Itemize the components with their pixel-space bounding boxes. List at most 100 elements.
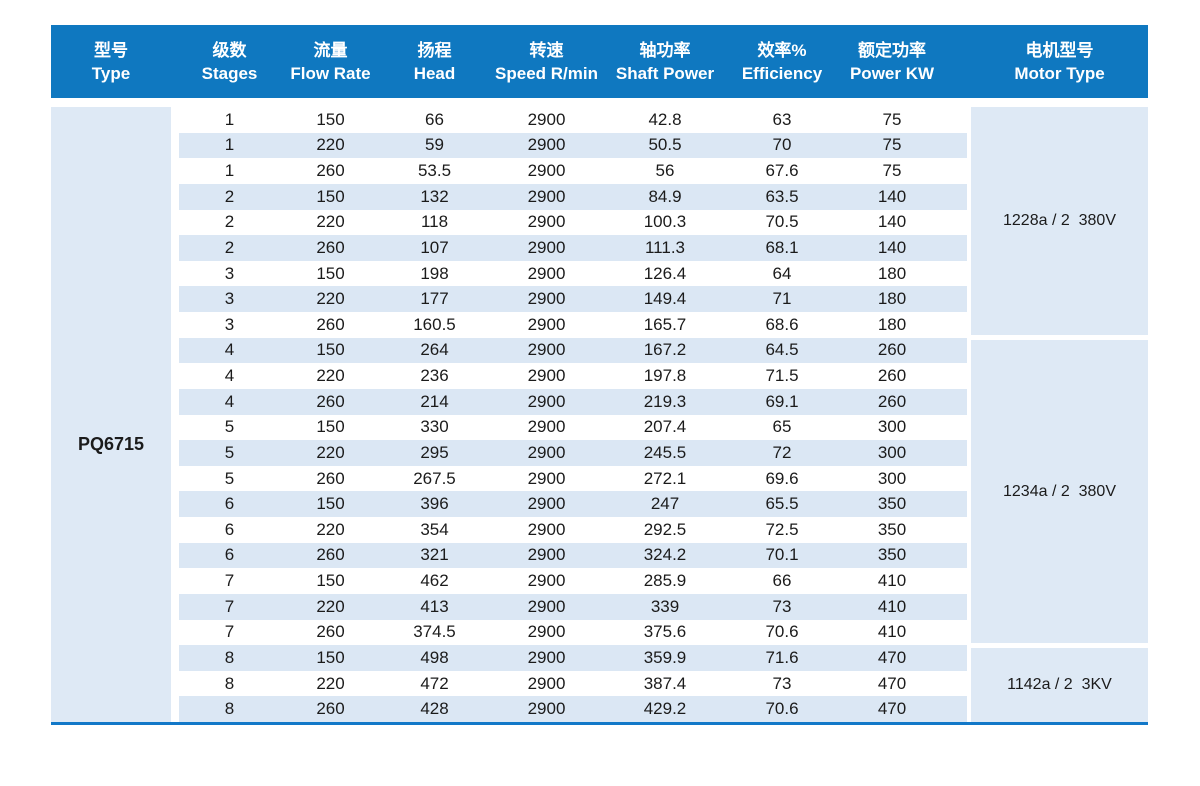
cell-shaft-power: 126.4 [643,263,687,283]
cell-speed: 2900 [527,186,566,206]
header-head: 扬程 Head [381,25,488,98]
cell-head: 118 [420,212,449,232]
header-power-kw-zh: 额定功率 [858,40,926,60]
cell-efficiency: 69.1 [765,391,799,411]
cell-power-kw: 300 [877,468,907,488]
cell-speed: 2900 [527,212,566,232]
header-flow-rate: 流量 Flow Rate [280,25,381,98]
cell-flow-rate: 260 [316,391,345,411]
cell-flow-rate: 220 [316,289,345,309]
cell-efficiency: 70 [772,135,792,155]
cell-stages: 8 [224,699,235,719]
cell-head: 462 [420,571,449,591]
header-speed: 转速 Speed R/min [488,25,605,98]
cell-efficiency: 64.5 [765,340,799,360]
cell-head: 107 [420,237,449,257]
cell-power-kw: 140 [877,212,907,232]
cell-flow-rate: 220 [316,135,345,155]
cell-speed: 2900 [527,519,566,539]
cell-power-kw: 300 [877,442,907,462]
table-row: 7 220 413 2900 339 73 410 [179,593,967,620]
cell-flow-rate: 150 [316,186,345,206]
cell-power-kw: 260 [877,340,907,360]
cell-flow-rate: 150 [316,494,345,514]
table-row: 1 220 59 2900 50.5 70 75 [179,132,967,159]
cell-shaft-power: 167.2 [643,340,687,360]
cell-flow-rate: 220 [316,442,345,462]
header-shaft-power: 轴功率 Shaft Power [605,25,725,98]
table-row: 6 260 321 2900 324.2 70.1 350 [179,542,967,569]
cell-speed: 2900 [527,699,566,719]
cell-head: 66 [425,109,444,129]
cell-stages: 4 [224,391,235,411]
cell-speed: 2900 [527,647,566,667]
cell-flow-rate: 260 [316,545,345,565]
cell-flow-rate: 220 [316,519,345,539]
cell-head: 396 [420,494,449,514]
cell-shaft-power: 207.4 [643,417,687,437]
cell-efficiency: 71.5 [765,366,799,386]
cell-speed: 2900 [527,237,566,257]
cell-stages: 1 [224,109,235,129]
cell-power-kw: 470 [877,673,907,693]
motor-group-cell: 1228a / 2 380V [971,107,1148,335]
header-power-kw: 额定功率 Power KW [839,25,967,98]
header-head-en: Head [413,63,456,83]
table-row: 2 150 132 2900 84.9 63.5 140 [179,183,967,210]
cell-shaft-power: 149.4 [643,289,687,309]
cell-shaft-power: 50.5 [648,135,682,155]
table-row: 8 220 472 2900 387.4 73 470 [179,671,967,697]
cell-head: 53.5 [417,161,452,181]
cell-head: 267.5 [413,468,456,488]
header-type: 型号 Type [51,25,171,98]
cell-efficiency: 68.1 [765,237,799,257]
cell-speed: 2900 [527,314,566,334]
cell-efficiency: 63.5 [765,186,799,206]
table-row: 5 220 295 2900 245.5 72 300 [179,440,967,466]
header-motor-type-zh: 电机型号 [1025,40,1094,60]
data-rows: 1 150 66 2900 42.8 63 75 1 220 59 2900 50.5 70 75 1 260… [179,107,967,722]
cell-flow-rate: 260 [316,699,345,719]
header-motor-type-en: Motor Type [1014,63,1105,83]
cell-stages: 5 [224,417,235,437]
cell-head: 472 [420,673,449,693]
cell-flow-rate: 220 [316,366,345,386]
header-flow-rate-en: Flow Rate [290,63,371,83]
header-stages-en: Stages [201,63,258,83]
cell-shaft-power: 219.3 [643,391,687,411]
cell-shaft-power: 111.3 [644,237,686,257]
cell-flow-rate: 260 [316,314,345,334]
cell-flow-rate: 150 [316,109,345,129]
cell-shaft-power: 100.3 [643,212,687,232]
table-row: 8 150 498 2900 359.9 71.6 470 [179,645,967,671]
cell-head: 374.5 [413,622,456,642]
cell-power-kw: 75 [882,161,902,181]
spec-table: 型号 Type 级数 Stages 流量 Flow Rate 扬程 Head 转… [51,25,1148,725]
cell-stages: 2 [224,237,235,257]
cell-flow-rate: 220 [316,673,345,693]
cell-power-kw: 75 [882,135,902,155]
cell-head: 321 [420,545,449,565]
cell-efficiency: 71.6 [765,647,799,667]
table-row: 4 150 264 2900 167.2 64.5 260 [179,337,967,364]
cell-head: 198 [420,263,449,283]
cell-power-kw: 410 [877,622,907,642]
cell-efficiency: 73 [772,673,792,693]
cell-efficiency: 70.1 [765,545,799,565]
cell-speed: 2900 [527,417,566,437]
table-row: 2 220 118 2900 100.3 70.5 140 [179,210,967,236]
cell-shaft-power: 272.1 [643,468,687,488]
cell-speed: 2900 [527,571,566,591]
cell-efficiency: 69.6 [765,468,799,488]
cell-shaft-power: 339 [650,596,680,616]
motor-group-cell: 1234a / 2 380V [971,340,1148,643]
header-efficiency-en: Efficiency [741,63,823,83]
table-row: 7 260 374.5 2900 375.6 70.6 410 [179,620,967,646]
cell-efficiency: 73 [772,596,792,616]
cell-stages: 2 [224,186,235,206]
table-row: 4 220 236 2900 197.8 71.5 260 [179,363,967,389]
header-type-en: Type [91,63,131,83]
pump-type-label: PQ6715 [77,434,145,454]
cell-flow-rate: 150 [316,340,345,360]
cell-efficiency: 72.5 [765,519,799,539]
